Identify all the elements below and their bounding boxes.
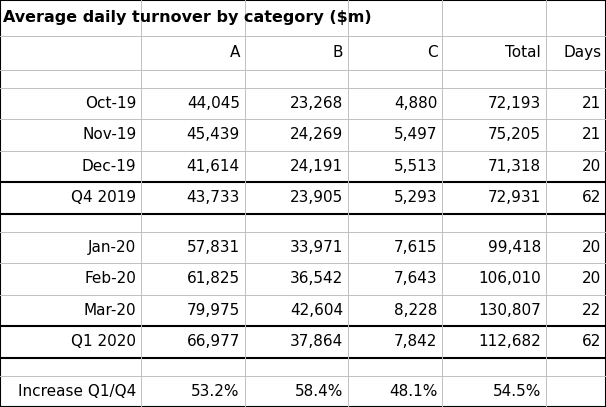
Text: A: A xyxy=(230,45,240,60)
Text: 20: 20 xyxy=(582,159,601,174)
Text: 62: 62 xyxy=(582,190,601,206)
Text: Total: Total xyxy=(505,45,541,60)
Text: Mar-20: Mar-20 xyxy=(84,303,136,318)
Text: 48.1%: 48.1% xyxy=(389,384,438,399)
Text: 61,825: 61,825 xyxy=(187,271,240,287)
Text: 4,880: 4,880 xyxy=(395,96,438,111)
Text: 112,682: 112,682 xyxy=(478,334,541,349)
Text: 41,614: 41,614 xyxy=(187,159,240,174)
Text: 7,643: 7,643 xyxy=(394,271,438,287)
Text: Average daily turnover by category ($m): Average daily turnover by category ($m) xyxy=(3,11,371,26)
Text: 8,228: 8,228 xyxy=(395,303,438,318)
Text: 75,205: 75,205 xyxy=(488,127,541,142)
Text: 106,010: 106,010 xyxy=(478,271,541,287)
Text: 57,831: 57,831 xyxy=(187,240,240,255)
Text: 99,418: 99,418 xyxy=(488,240,541,255)
Text: 79,975: 79,975 xyxy=(187,303,240,318)
Text: Q4 2019: Q4 2019 xyxy=(72,190,136,206)
Text: Dec-19: Dec-19 xyxy=(82,159,136,174)
Text: 33,971: 33,971 xyxy=(290,240,343,255)
Text: 5,497: 5,497 xyxy=(394,127,438,142)
Text: 58.4%: 58.4% xyxy=(295,384,343,399)
Text: 20: 20 xyxy=(582,240,601,255)
Text: 72,931: 72,931 xyxy=(488,190,541,206)
Text: 37,864: 37,864 xyxy=(290,334,343,349)
Text: 7,842: 7,842 xyxy=(395,334,438,349)
Text: 21: 21 xyxy=(582,127,601,142)
Text: 5,513: 5,513 xyxy=(394,159,438,174)
Text: Nov-19: Nov-19 xyxy=(82,127,136,142)
Text: 24,191: 24,191 xyxy=(290,159,343,174)
Text: 54.5%: 54.5% xyxy=(493,384,541,399)
Text: Q1 2020: Q1 2020 xyxy=(72,334,136,349)
Text: C: C xyxy=(427,45,438,60)
Text: 23,268: 23,268 xyxy=(290,96,343,111)
Text: 36,542: 36,542 xyxy=(290,271,343,287)
Text: Increase Q1/Q4: Increase Q1/Q4 xyxy=(18,384,136,399)
Text: 7,615: 7,615 xyxy=(394,240,438,255)
Text: 5,293: 5,293 xyxy=(394,190,438,206)
Text: 66,977: 66,977 xyxy=(187,334,240,349)
Text: 22: 22 xyxy=(582,303,601,318)
Text: 20: 20 xyxy=(582,271,601,287)
Text: 71,318: 71,318 xyxy=(488,159,541,174)
Text: 43,733: 43,733 xyxy=(187,190,240,206)
Text: 44,045: 44,045 xyxy=(187,96,240,111)
Text: 53.2%: 53.2% xyxy=(191,384,240,399)
Text: 21: 21 xyxy=(582,96,601,111)
Text: Feb-20: Feb-20 xyxy=(84,271,136,287)
Text: Oct-19: Oct-19 xyxy=(85,96,136,111)
Text: 130,807: 130,807 xyxy=(478,303,541,318)
Text: 24,269: 24,269 xyxy=(290,127,343,142)
Text: 45,439: 45,439 xyxy=(187,127,240,142)
Text: 23,905: 23,905 xyxy=(290,190,343,206)
Text: Days: Days xyxy=(563,45,601,60)
Text: 42,604: 42,604 xyxy=(290,303,343,318)
Text: 72,193: 72,193 xyxy=(488,96,541,111)
Text: 62: 62 xyxy=(582,334,601,349)
Text: Jan-20: Jan-20 xyxy=(88,240,136,255)
Text: B: B xyxy=(333,45,343,60)
